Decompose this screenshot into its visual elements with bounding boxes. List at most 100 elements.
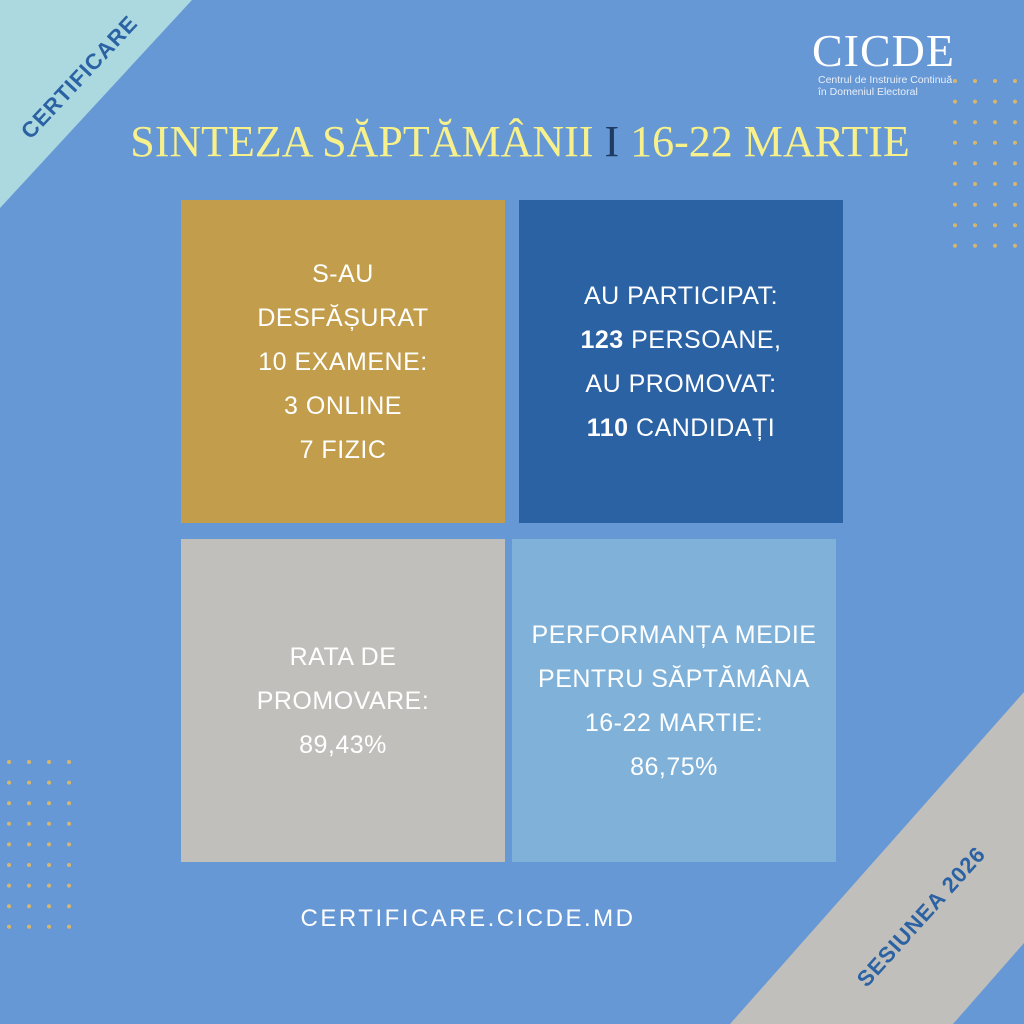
- dot: [67, 760, 71, 764]
- dot: [953, 202, 957, 207]
- title-dates: 16-22 MARTIE: [630, 117, 910, 166]
- participants-line: AU PARTICIPAT:: [583, 281, 779, 310]
- exams-line: S-AU: [312, 259, 374, 288]
- dot: [1013, 182, 1017, 186]
- website-link[interactable]: CERTIFICARE.CICDE.MD: [300, 905, 636, 932]
- dot: [1013, 161, 1017, 166]
- participants-text: PERSOANE,: [623, 325, 782, 354]
- promoted-count: 110: [586, 413, 629, 442]
- dot: [7, 780, 11, 785]
- dot: [67, 842, 71, 847]
- dot: [47, 863, 51, 867]
- dot: [973, 161, 977, 166]
- participants-box: AU PARTICIPAT: 123 PERSOANE, AU PROMOVAT…: [519, 200, 843, 523]
- dot: [953, 79, 957, 83]
- promoted-line: AU PROMOVAT:: [585, 369, 777, 398]
- top-left-corner-triangle: [0, 0, 192, 208]
- pass-rate-line: PROMOVARE:: [256, 686, 430, 715]
- dot: [973, 182, 977, 186]
- dot: [993, 161, 997, 166]
- dot: [993, 79, 997, 83]
- pass-rate-line: RATA DE: [289, 642, 397, 671]
- dot: [67, 863, 71, 867]
- dot: [1013, 120, 1017, 125]
- dot: [47, 842, 51, 847]
- dot: [993, 202, 997, 207]
- dot: [1013, 140, 1017, 145]
- dot: [27, 863, 31, 867]
- dot: [67, 801, 71, 806]
- logo-subtitle-1: Centrul de Instruire Continuă: [818, 74, 953, 86]
- dot: [67, 924, 71, 929]
- dot: [7, 801, 11, 806]
- dot: [27, 924, 31, 929]
- exams-line: 7 FIZIC: [299, 435, 387, 464]
- dot: [47, 780, 51, 785]
- dot: [7, 842, 11, 847]
- dot: [7, 904, 11, 909]
- dot: [27, 904, 31, 909]
- dot: [7, 821, 11, 826]
- dot: [993, 182, 997, 186]
- dot: [47, 883, 51, 888]
- participants-line: 123 PERSOANE,: [580, 318, 781, 362]
- dot: [1013, 223, 1017, 228]
- participants-count: 123: [580, 325, 624, 354]
- dot-grid-right: [953, 79, 1017, 248]
- dot: [973, 120, 977, 125]
- dot: [27, 842, 31, 847]
- dot: [27, 821, 31, 826]
- dot-grid-left: [7, 760, 71, 929]
- dot: [973, 79, 977, 83]
- dot: [7, 863, 11, 867]
- title-main: SINTEZA SĂPTĂMÂNII: [130, 117, 594, 166]
- dot: [47, 924, 51, 929]
- pass-rate-value: 89,43%: [299, 730, 387, 759]
- dot: [67, 780, 71, 785]
- dot: [973, 202, 977, 207]
- page-title: SINTEZA SĂPTĂMÂNII I 16-22 MARTIE: [0, 116, 1024, 167]
- dot: [953, 140, 957, 145]
- dot: [7, 924, 11, 929]
- dot: [67, 883, 71, 888]
- bottom-right-corner-band: [730, 692, 1024, 1024]
- dot: [67, 904, 71, 909]
- pass-rate-box: RATA DE PROMOVARE: 89,43%: [181, 539, 505, 862]
- dot: [993, 243, 997, 248]
- dot: [7, 760, 11, 764]
- dot: [1013, 79, 1017, 83]
- dot: [27, 780, 31, 785]
- performance-line: PENTRU SĂPTĂMÂNA: [538, 664, 810, 693]
- dot: [47, 821, 51, 826]
- performance-line: PERFORMANȚA MEDIE: [531, 620, 817, 649]
- logo-subtitle-2: în Domeniul Electoral: [818, 86, 918, 98]
- promoted-line: 110 CANDIDAȚI: [587, 406, 776, 450]
- dot: [1013, 202, 1017, 207]
- dot: [993, 223, 997, 228]
- dot: [973, 99, 977, 104]
- dot: [953, 99, 957, 104]
- performance-value: 86,75%: [630, 752, 718, 781]
- exams-box: S-AU DESFĂȘURAT 10 EXAMENE: 3 ONLINE 7 F…: [181, 200, 505, 523]
- dot: [973, 243, 977, 248]
- exams-line: DESFĂȘURAT: [257, 303, 429, 332]
- dot: [993, 99, 997, 104]
- dot: [993, 120, 997, 125]
- exams-line: 10 EXAMENE:: [258, 347, 428, 376]
- dot: [993, 140, 997, 145]
- dot: [7, 883, 11, 888]
- dot: [47, 760, 51, 764]
- dot: [47, 801, 51, 806]
- dot: [953, 182, 957, 186]
- dot: [953, 243, 957, 248]
- dot: [47, 904, 51, 909]
- promoted-text: CANDIDAȚI: [628, 413, 776, 442]
- dot: [953, 161, 957, 166]
- dot: [1013, 243, 1017, 248]
- title-separator: I: [604, 117, 620, 166]
- performance-line: 16-22 MARTIE:: [584, 708, 764, 737]
- dot: [973, 140, 977, 145]
- dot: [1013, 99, 1017, 104]
- performance-box: PERFORMANȚA MEDIE PENTRU SĂPTĂMÂNA 16-22…: [512, 539, 836, 862]
